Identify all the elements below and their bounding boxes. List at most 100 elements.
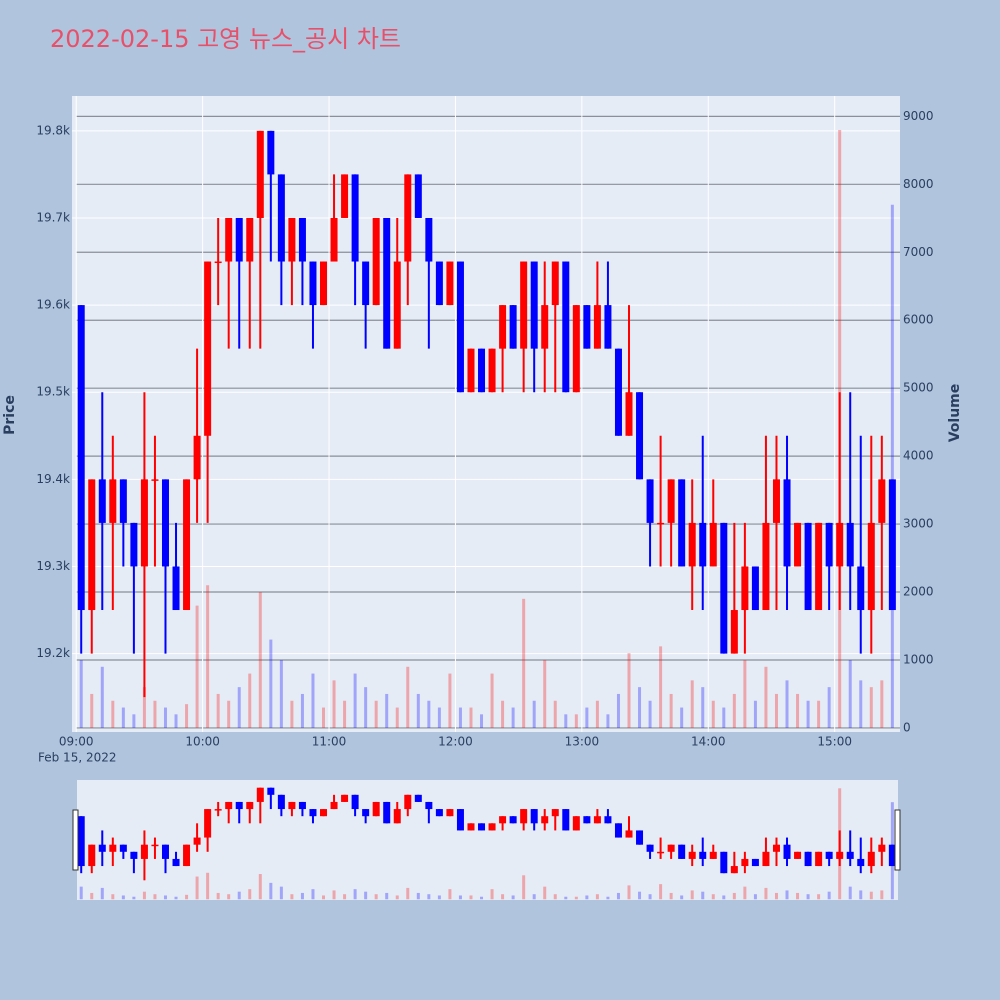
- slider-volume-bar: [827, 891, 831, 900]
- volume-bar: [300, 693, 304, 728]
- y2-tick-label: 8000: [903, 177, 934, 191]
- slider-candle-body: [193, 837, 201, 845]
- candle-body: [688, 522, 696, 567]
- slider-volume-bar: [343, 894, 347, 900]
- candle-body: [562, 261, 570, 393]
- volume-bar: [332, 680, 336, 728]
- x-tick-label: 13:00: [565, 735, 600, 749]
- volume-bar: [543, 659, 547, 728]
- slider-candle-body: [657, 851, 665, 854]
- slider-volume-bar: [237, 891, 241, 900]
- slider-candle-body: [309, 809, 317, 817]
- slider-candle-body: [151, 844, 159, 847]
- y2-tick-label: 5000: [903, 381, 934, 395]
- candle-body: [256, 130, 264, 218]
- slider-candle-body: [804, 851, 812, 867]
- slider-volume-bar: [153, 894, 157, 900]
- slider-volume-bar: [216, 892, 220, 900]
- volume-bar: [258, 592, 262, 728]
- slider-candle-body: [383, 801, 391, 824]
- candle-body: [772, 479, 780, 523]
- slider-volume-bar: [427, 894, 431, 900]
- slider-candle-body: [393, 809, 401, 824]
- slider-candle-body: [214, 809, 222, 811]
- slider-candle-body: [109, 844, 117, 852]
- slider-volume-bar: [300, 892, 304, 900]
- candle-body: [183, 479, 191, 611]
- slider-candle-body: [183, 844, 191, 867]
- candle-body: [857, 566, 865, 611]
- candle-body: [593, 305, 601, 349]
- volume-bar: [427, 700, 431, 728]
- slider-candle-body: [341, 794, 349, 802]
- volume-bar: [100, 666, 104, 728]
- slider-volume-bar: [90, 892, 94, 900]
- slider-volume-bar: [311, 889, 315, 900]
- slider-volume-bar: [406, 887, 410, 900]
- volume-bar: [311, 673, 315, 728]
- volume-bar: [701, 687, 705, 728]
- y-tick-label: 19.6k: [36, 298, 70, 312]
- slider-candle-body: [298, 801, 306, 810]
- slider-volume-bar: [480, 896, 484, 900]
- slider-volume-bar: [458, 895, 462, 900]
- slider-candle-body: [741, 858, 749, 867]
- slider-volume-bar: [227, 894, 231, 900]
- slider-candle-body: [815, 851, 823, 867]
- slider-candle-body: [130, 851, 138, 859]
- slider-candle-body: [414, 794, 422, 802]
- slider-volume-bar: [606, 896, 610, 900]
- volume-bar: [322, 707, 326, 728]
- volume-bar: [511, 707, 515, 728]
- chart-title: 2022-02-15 고영 뉴스_공시 차트: [50, 25, 401, 53]
- slider-handle[interactable]: [894, 809, 901, 871]
- slider-volume-bar: [553, 894, 557, 900]
- candle-body: [667, 479, 675, 523]
- volume-bar: [532, 700, 536, 728]
- candle-body: [320, 261, 328, 306]
- volume-bar: [121, 707, 125, 728]
- slider-volume-bar: [385, 892, 389, 900]
- volume-bar: [490, 673, 494, 728]
- candle-body: [225, 217, 233, 262]
- volume-bar: [553, 700, 557, 728]
- y2-tick-label: 7000: [903, 245, 934, 259]
- slider-candle-body: [235, 801, 243, 810]
- volume-bar: [585, 707, 589, 728]
- slider-candle-body: [857, 858, 865, 867]
- volume-bar: [764, 666, 768, 728]
- candle-body: [604, 305, 612, 349]
- y-tick-label: 19.3k: [36, 559, 70, 573]
- volume-bar: [163, 707, 167, 728]
- slider-volume-bar: [722, 895, 726, 900]
- volume-bar: [753, 700, 757, 728]
- slider-volume-bar: [290, 894, 294, 900]
- slider-candle-body: [172, 858, 180, 867]
- slider-candle-body: [372, 801, 380, 817]
- candle-body: [425, 217, 433, 262]
- candle-body: [720, 522, 728, 654]
- slider-candle-body: [520, 809, 528, 824]
- candle-body: [583, 305, 591, 349]
- slider-candle-body: [709, 851, 717, 859]
- slider-candle-body: [667, 844, 675, 852]
- volume-bar: [174, 714, 178, 728]
- volume-bar: [216, 693, 220, 728]
- slider-candle-body: [751, 858, 759, 867]
- candle-body: [235, 217, 243, 262]
- slider-volume-bar: [669, 892, 673, 900]
- slider-volume-bar: [574, 896, 578, 900]
- candle-body: [288, 217, 296, 262]
- candle-body: [815, 522, 823, 611]
- range-slider[interactable]: [77, 780, 898, 900]
- y2-tick-label: 4000: [903, 449, 934, 463]
- slider-handle[interactable]: [72, 809, 79, 871]
- volume-bar: [111, 700, 115, 728]
- volume-bar: [616, 693, 620, 728]
- slider-volume-bar: [185, 894, 189, 900]
- slider-candle-body: [204, 809, 212, 838]
- slider-candle-body: [888, 844, 896, 867]
- volume-bar: [195, 605, 199, 728]
- candle-body: [330, 217, 338, 262]
- volume-bar: [227, 700, 231, 728]
